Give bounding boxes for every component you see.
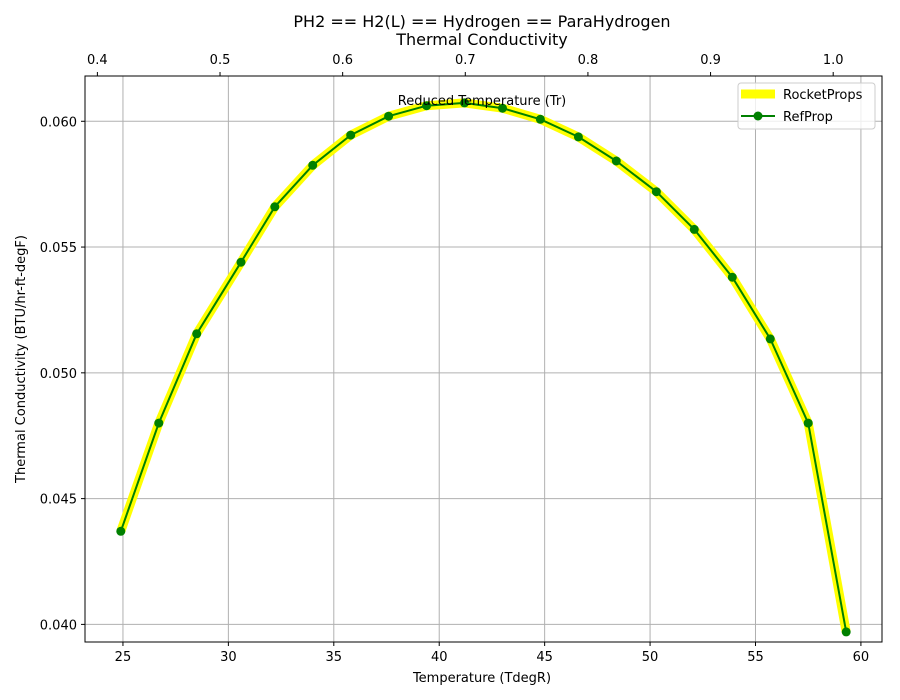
data-point-refprop [573,132,583,142]
data-point-refprop [116,526,126,536]
series-line-refprop [119,101,848,633]
y-tick-label: 0.050 [40,367,77,382]
data-point-refprop [236,257,246,267]
data-point-refprop [535,114,545,124]
top-x-axis: 0.4 0.5 0.6 0.7 0.8 0.9 1.0 [87,53,844,76]
data-point-refprop [689,224,699,234]
top-x-tick-label: 0.4 [87,53,108,68]
legend: RocketProps RefProp [737,82,876,130]
data-point-refprop [841,627,851,637]
top-x-tick-label: 0.5 [210,53,231,68]
y-tick-label: 0.040 [40,618,77,633]
top-x-tick-label: 1.0 [823,53,844,68]
x-tick-label: 25 [115,650,132,665]
data-point-refprop [651,187,661,197]
top-x-tick-label: 0.8 [578,53,599,68]
top-x-axis-label: Reduced Temperature (Tr) [398,94,566,109]
top-x-tick-label: 0.6 [332,53,353,68]
y-tick-label: 0.045 [40,493,77,508]
data-point-refprop [346,130,356,140]
x-tick-label: 35 [326,650,343,665]
data-point-refprop [611,156,621,166]
series-layer [116,98,851,637]
data-point-refprop [765,334,775,344]
x-tick-label: 45 [536,650,553,665]
data-point-refprop [422,101,432,111]
x-tick-label: 50 [642,650,659,665]
y-tick-label: 0.055 [40,241,77,256]
data-point-refprop [498,103,507,113]
data-point-refprop [803,418,813,428]
data-point-refprop [154,418,164,428]
x-tick-label: 55 [747,650,764,665]
data-point-refprop [460,98,469,108]
x-tick-label: 30 [220,650,237,665]
x-tick-label: 60 [853,650,870,665]
data-point-refprop [270,202,280,212]
x-tick-label: 40 [431,650,448,665]
y-tick-label: 0.060 [40,115,77,130]
legend-marker-refprop [753,111,763,121]
legend-label-rocketprops: RocketProps [783,88,863,103]
legend-label-refprop: RefProp [783,110,833,125]
grid [85,76,882,642]
x-axis-label: Temperature (TdegR) [412,671,551,686]
chart-title-line2: Thermal Conductivity [395,30,568,49]
top-x-tick-label: 0.7 [455,53,476,68]
data-point-refprop [727,272,737,282]
plot-frame [84,75,883,643]
data-point-refprop [384,111,394,121]
chart-title-line1: PH2 == H2(L) == Hydrogen == ParaHydrogen [293,12,670,31]
y-axis: 0.040 0.045 0.050 0.055 0.060 [40,115,85,633]
data-point-refprop [308,160,318,170]
top-x-tick-label: 0.9 [700,53,721,68]
x-axis: 25 30 35 40 45 50 55 60 [115,642,870,665]
data-point-refprop [192,329,202,339]
y-axis-label: Thermal Conductivity (BTU/hr-ft-degF) [14,235,29,484]
